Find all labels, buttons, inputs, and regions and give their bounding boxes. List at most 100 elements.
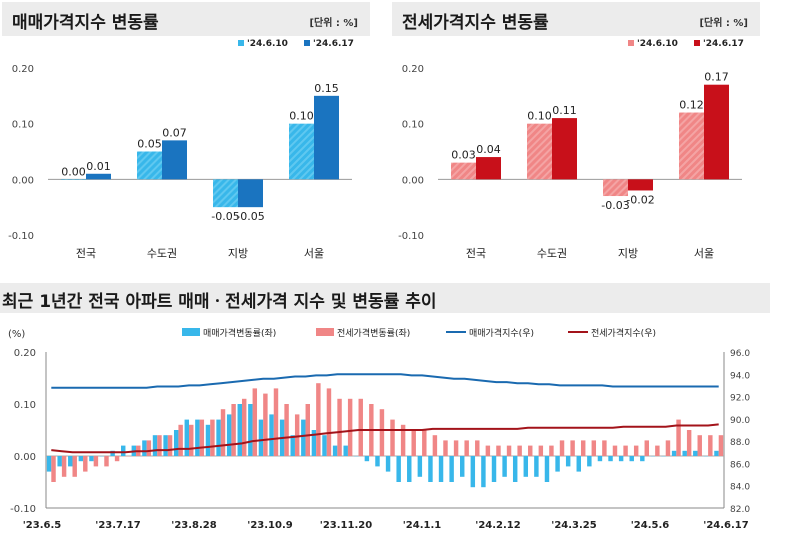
x-tick-label: '24.1.1 [403, 520, 442, 531]
jeonse-change-bar [358, 398, 363, 456]
jeonse-change-bar [708, 435, 713, 456]
jeonse-change-bar [273, 388, 279, 456]
jeonse-change-bar [379, 409, 385, 456]
sale-change-bar [481, 456, 486, 488]
panel-header: 매매가격지수 변동률 [단위 : %] [2, 2, 370, 36]
jeonse-change-bar [475, 440, 480, 456]
left-tick-label: 0.10 [14, 400, 36, 411]
sale-index-line [51, 373, 719, 389]
x-tick-label: '24.6.17 [703, 520, 748, 531]
jeonse-change-bar [517, 445, 522, 456]
data-label: -0.05 [211, 210, 239, 223]
sale-change-bar [640, 456, 645, 462]
x-tick-label: '23.11.20 [320, 520, 372, 531]
sale-change-bar [460, 456, 465, 477]
data-label: 0.00 [61, 165, 86, 178]
category-label: 수도권 [537, 247, 567, 260]
legend-label: 매매가격변동률(좌) [203, 327, 276, 339]
sale-change-bar [523, 456, 529, 477]
sale-change-bar [248, 404, 253, 456]
jeonse-change-bar [114, 456, 120, 462]
sale-change-bar [407, 456, 412, 482]
bar [86, 173, 111, 180]
legend-swatch [304, 40, 310, 46]
jeonse-change-bar [83, 456, 88, 472]
jeonse-change-bar [538, 445, 544, 456]
jeonse-change-bar [602, 440, 607, 456]
jeonse-change-bar [146, 440, 152, 456]
jeonse-change-bar [485, 445, 491, 456]
y-tick-label: -0.10 [398, 231, 424, 242]
sale-change-bar [587, 456, 592, 467]
jeonse-change-bar [411, 430, 416, 456]
legend-label: '24.6.17 [703, 39, 744, 49]
jeonse-change-bar [623, 445, 628, 456]
jeonse-change-bar [93, 456, 99, 467]
jeonse-change-bar [665, 440, 671, 456]
jeonse-change-panel: 전세가격지수 변동률 [단위 : %] 0.20 0.10 0.00 -0.10 0.0… [392, 2, 760, 270]
jeonse-change-bar [718, 435, 724, 456]
bar [289, 123, 314, 180]
sale-change-bar [110, 450, 115, 456]
category-label: 서울 [304, 247, 324, 260]
sale-change-bar [438, 456, 444, 482]
category-label: 수도권 [147, 247, 177, 260]
sale-change-bar [332, 445, 338, 456]
legend-label: 전세가격변동률(좌) [337, 327, 410, 339]
bar [314, 95, 339, 180]
y-tick-label: 0.10 [402, 120, 424, 131]
left-axis-label: (%) [8, 329, 25, 340]
data-label: 0.17 [704, 71, 729, 84]
panel-header: 전세가격지수 변동률 [단위 : %] [392, 2, 760, 36]
sale-change-bar [565, 456, 571, 467]
x-tick-label: '23.7.17 [95, 520, 140, 531]
sale-change-bar [121, 445, 126, 456]
sale-change-bar [385, 456, 391, 472]
bar [679, 112, 704, 180]
jeonse-change-bar [189, 424, 194, 456]
right-tick-label: 82.0 [730, 505, 750, 515]
sale-change-bar [502, 456, 507, 477]
legend-label: 매매가격지수(우) [469, 327, 534, 339]
sale-change-bar [78, 456, 84, 462]
y-tick-label: -0.10 [8, 231, 34, 242]
jeonse-change-bar [644, 440, 649, 456]
sale-change-bar [671, 450, 677, 456]
jeonse-change-bar [549, 445, 554, 456]
x-tick-label: '23.10.9 [247, 520, 292, 531]
bar [704, 84, 729, 180]
jeonse-change-bar [612, 445, 618, 456]
sale-change-bar [396, 456, 401, 482]
jeonse-change-bar [178, 424, 183, 456]
unit-label: [단위 : %] [699, 18, 748, 29]
jeonse-change-bar [284, 404, 289, 456]
data-label: -0.05 [236, 210, 264, 223]
sale-change-bar [417, 456, 423, 477]
sale-change-bar [216, 419, 221, 456]
category-label: 전국 [76, 247, 96, 260]
jeonse-change-bar [220, 409, 226, 456]
jeonse-change-bar [570, 440, 575, 456]
data-label: -0.02 [626, 193, 654, 206]
jeonse-change-bar [294, 414, 300, 456]
legend-label: '24.6.10 [637, 39, 678, 49]
jeonse-change-bar [305, 404, 310, 456]
sale-change-bar [364, 456, 370, 462]
sale-change-bar [544, 456, 550, 482]
jeonse-change-bar [337, 398, 342, 456]
bar [61, 179, 86, 180]
jeonse-change-bar [496, 445, 501, 456]
category-label: 전국 [466, 247, 486, 260]
sale-change-bar [682, 450, 687, 456]
bar [213, 179, 238, 208]
chart-title: 매매가격지수 변동률 [12, 13, 159, 33]
sale-change-bar [491, 456, 497, 482]
y-tick-label: 0.00 [402, 175, 424, 186]
jeonse-change-bar [443, 440, 448, 456]
bar [137, 151, 162, 180]
sale-change-bar [258, 419, 264, 456]
jeonse-change-bar [199, 419, 205, 456]
jeonse-change-bar [157, 435, 162, 456]
right-tick-label: 86.0 [730, 460, 750, 470]
jeonse-change-bar [210, 419, 215, 456]
